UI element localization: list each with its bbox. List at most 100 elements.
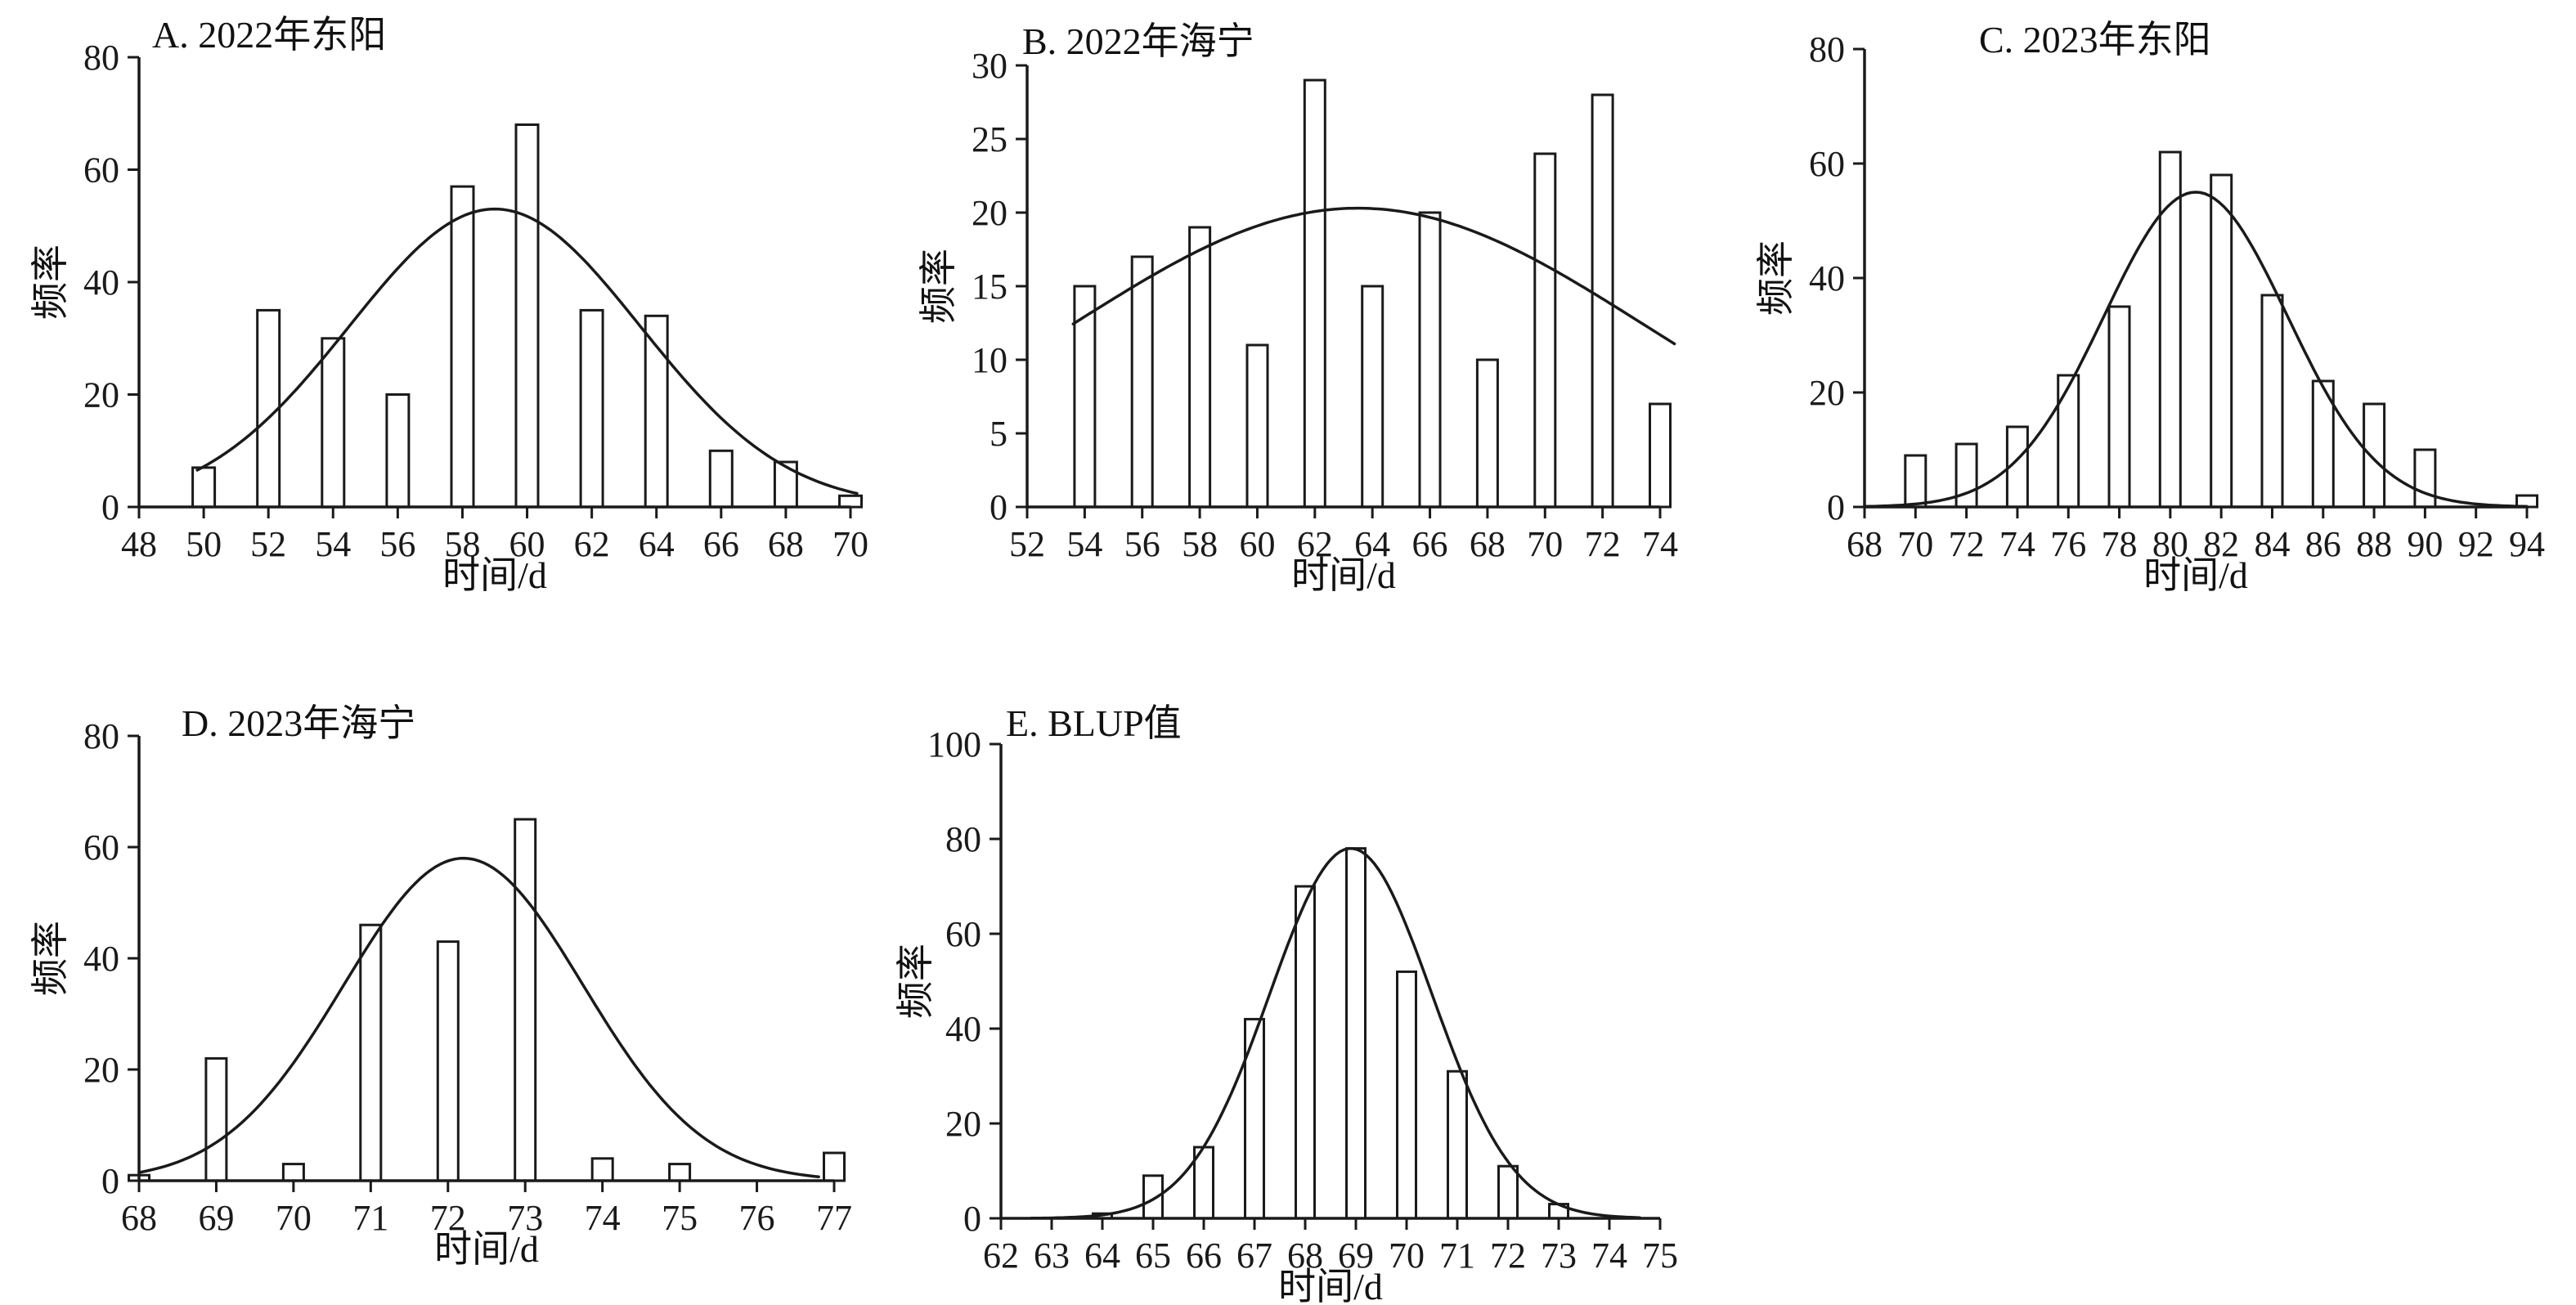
x-tick-label: 58	[1182, 524, 1218, 564]
y-tick-label: 0	[101, 1161, 119, 1201]
x-axis-label: 时间/d	[1291, 554, 1396, 596]
chart-b-2022-haining: B. 2022年海宁 频率 时间/d 52 54 56 58 60 62 64 66 68 70 7…	[891, 0, 1709, 662]
x-tick-label: 58	[444, 524, 480, 564]
chart-c-2023-dongyang: C. 2023年东阳 频率 时间/d 68 70 72 74 76 78 80 82 84 86 8…	[1734, 0, 2576, 662]
y-tick-label: 25	[972, 119, 1008, 159]
y-tick-label: 20	[972, 193, 1008, 233]
histogram-bar	[1533, 152, 1557, 509]
y-tick-label: 0	[963, 1199, 981, 1239]
y-tick-label: 60	[1809, 144, 1845, 184]
chart-title: A. 2022年东阳	[152, 14, 387, 56]
x-tick-label: 69	[198, 1198, 234, 1238]
x-axis-label: 时间/d	[434, 1228, 539, 1270]
y-tick-label: 20	[83, 375, 119, 415]
chart-d-2023-haining: D. 2023年海宁 频率 时间/d 68 69 70 71 72 73 74 75 76 77 0…	[0, 679, 875, 1305]
histogram-bar	[838, 494, 863, 509]
histogram-plot: 62 63 64 65 66 67 68 69 70 71 72 73 74 75 0 20 40 60 80 100	[927, 724, 1678, 1276]
x-tick-label: 68	[768, 524, 804, 564]
histogram-bar	[1361, 285, 1384, 509]
x-tick-label: 71	[1439, 1235, 1475, 1276]
x-tick-label: 70	[1389, 1235, 1425, 1276]
y-tick-label: 80	[945, 819, 981, 859]
x-tick-label: 68	[1470, 524, 1506, 564]
y-tick-label: 60	[945, 914, 981, 954]
y-tick-label: 0	[101, 487, 119, 527]
histogram-bar	[1954, 442, 1978, 509]
x-tick-label: 64	[639, 524, 675, 564]
x-tick-label: 72	[1585, 524, 1621, 564]
histogram-bar	[579, 308, 604, 509]
histogram-bar	[708, 449, 734, 509]
y-tick-label: 5	[990, 414, 1008, 454]
x-tick-label: 74	[1999, 524, 2035, 564]
histogram-bar	[359, 923, 383, 1182]
histogram-bar	[2413, 448, 2437, 509]
histogram-bar	[1303, 78, 1326, 509]
x-tick-label: 50	[186, 524, 222, 564]
x-tick-label: 73	[507, 1198, 543, 1238]
x-tick-label: 74	[585, 1198, 621, 1238]
x-tick-label: 68	[1287, 1235, 1323, 1276]
x-tick-label: 74	[1642, 524, 1678, 564]
x-tick-label: 66	[1186, 1235, 1222, 1276]
histogram-bar	[436, 940, 460, 1182]
histogram-bar	[823, 1151, 846, 1182]
x-tick-label: 62	[574, 524, 610, 564]
x-tick-label: 65	[1135, 1235, 1171, 1276]
histogram-bar	[1073, 285, 1097, 509]
histogram-bar	[773, 460, 798, 509]
chart-a-2022-dongyang: A. 2022年东阳 频率 时间/d 48 50 52 54 56 58 60 62 64 66 6…	[0, 0, 875, 662]
normal-fit-curve	[1030, 847, 1641, 1220]
histogram-bar	[385, 393, 411, 509]
x-tick-label: 56	[379, 524, 415, 564]
y-tick-label: 40	[83, 939, 119, 979]
x-tick-label: 52	[1009, 524, 1045, 564]
histogram-bar	[1245, 343, 1269, 509]
y-tick-label: 0	[990, 487, 1008, 527]
y-tick-label: 30	[972, 46, 1008, 86]
x-tick-label: 70	[276, 1198, 312, 1238]
histogram-plot: 68 69 70 71 72 73 74 75 76 77 0 20 40 60 80	[83, 716, 852, 1238]
x-tick-label: 80	[2152, 524, 2188, 564]
x-tick-label: 73	[1541, 1235, 1577, 1276]
y-tick-label: 40	[945, 1009, 981, 1049]
y-tick-label: 20	[945, 1104, 981, 1144]
x-tick-label: 82	[2203, 524, 2239, 564]
x-tick-label: 70	[1897, 524, 1933, 564]
histogram-bar	[1904, 454, 1928, 509]
histogram-bar	[1142, 1174, 1164, 1220]
x-tick-label: 67	[1236, 1235, 1272, 1276]
histogram-bar	[2210, 173, 2233, 509]
x-tick-label: 64	[1354, 524, 1390, 564]
histogram-bar	[1396, 970, 1417, 1220]
x-tick-label: 56	[1124, 524, 1160, 564]
chart-title: E. BLUP值	[1006, 702, 1182, 744]
histogram-bar	[321, 337, 346, 509]
histogram-bar	[1130, 255, 1154, 509]
chart-title: C. 2023年东阳	[1979, 19, 2211, 61]
histogram-bar	[2260, 294, 2284, 509]
normal-fit-curve	[195, 207, 859, 496]
x-tick-label: 70	[1527, 524, 1563, 564]
x-tick-label: 72	[1949, 524, 1985, 564]
histogram-bar	[281, 1163, 305, 1182]
histogram-bar	[668, 1163, 692, 1182]
x-tick-label: 60	[1239, 524, 1275, 564]
x-tick-label: 66	[1412, 524, 1448, 564]
histogram-bar	[450, 185, 475, 509]
x-tick-label: 86	[2305, 524, 2341, 564]
y-tick-label: 60	[83, 827, 119, 868]
histogram-plot: 48 50 52 54 56 58 60 62 64 66 68 70 0 20 40 60 80	[83, 38, 868, 564]
normal-fit-curve	[137, 856, 820, 1178]
x-tick-label: 78	[2102, 524, 2138, 564]
x-tick-label: 92	[2458, 524, 2494, 564]
x-tick-label: 70	[832, 524, 868, 564]
x-tick-label: 88	[2356, 524, 2392, 564]
x-tick-label: 54	[315, 524, 351, 564]
histogram-bar	[1591, 93, 1614, 509]
x-tick-label: 71	[352, 1198, 388, 1238]
x-tick-label: 75	[1642, 1235, 1678, 1276]
chart-title: B. 2022年海宁	[1022, 20, 1254, 62]
x-tick-label: 84	[2254, 524, 2290, 564]
histogram-bar	[590, 1157, 614, 1182]
